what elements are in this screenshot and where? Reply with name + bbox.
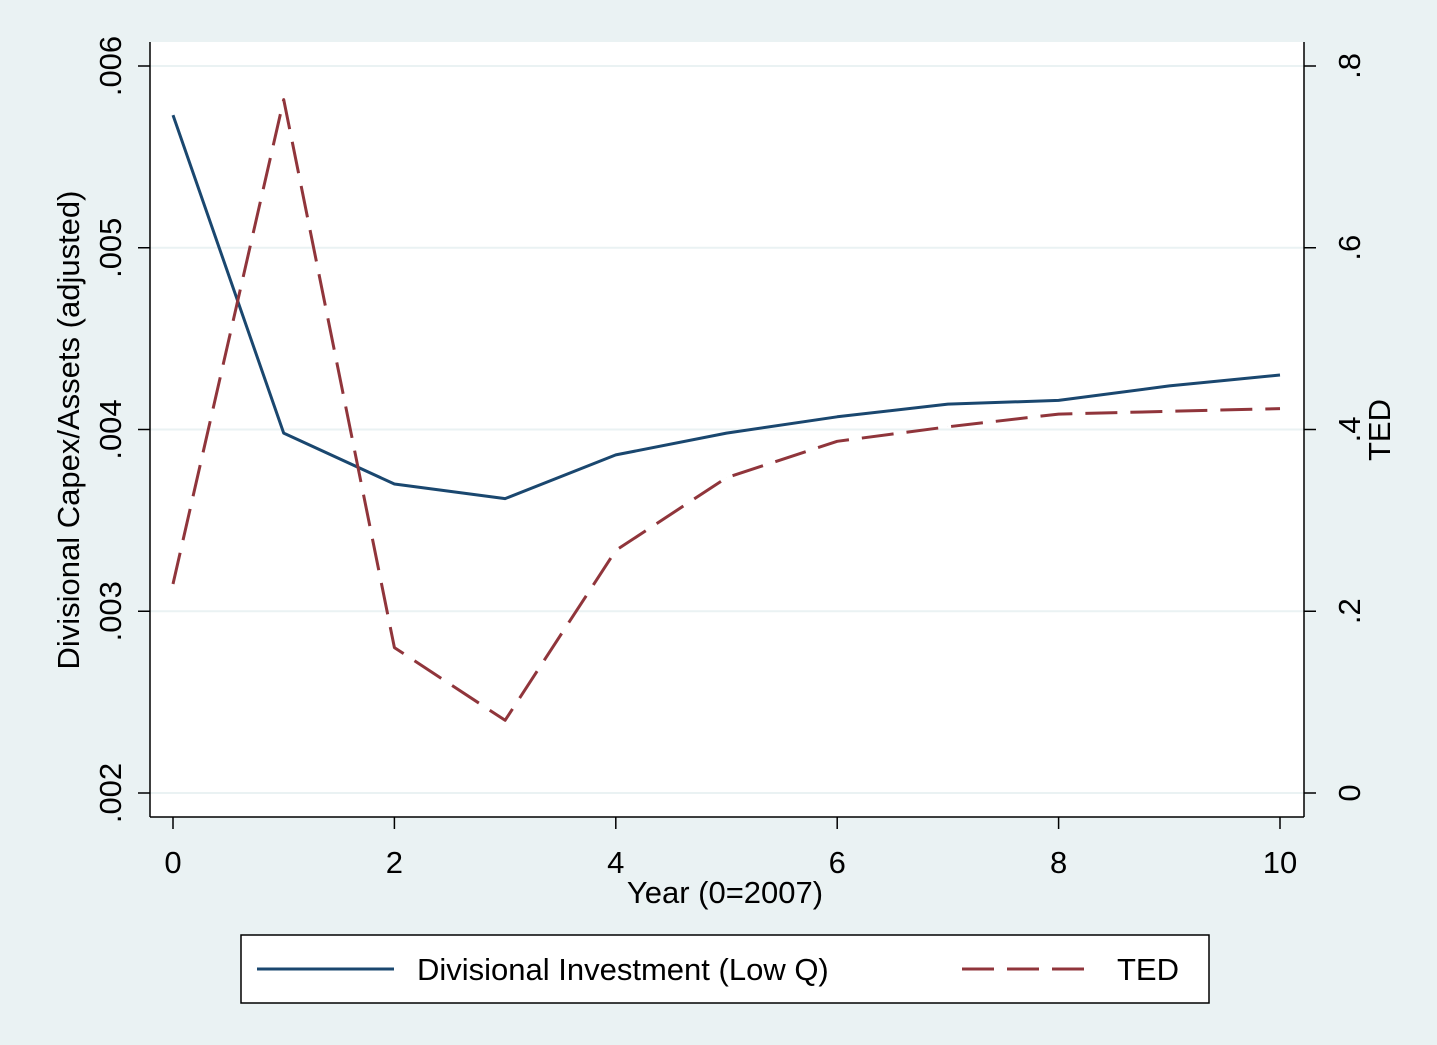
y-left-tick-label-4: .006: [93, 36, 128, 96]
axes: 0 2 4 6 8 10 .002 .003 .004 .005 .006 0 .2 .4 .6 .8: [93, 36, 1367, 880]
x-axis-label: Year (0=2007): [627, 875, 823, 910]
x-tick-label-3: 6: [829, 845, 846, 880]
y-right-tick-label-0: 0: [1332, 784, 1367, 801]
y-right-tick-label-1: .2: [1332, 598, 1367, 624]
y-right-tick-label-2: .4: [1332, 417, 1367, 443]
y-axis-left-label: Divisional Capex/Assets (adjusted): [51, 191, 86, 670]
grid-lines: [150, 65, 1304, 794]
y-axis-right-label: TED: [1362, 399, 1397, 461]
y-left-tick-label-0: .002: [93, 763, 128, 823]
y-right-tick-label-4: .8: [1332, 53, 1367, 79]
x-tick-label-1: 2: [386, 845, 403, 880]
y-left-tick-label-1: .003: [93, 581, 128, 641]
x-tick-label-5: 10: [1263, 845, 1297, 880]
x-tick-label-2: 4: [607, 845, 624, 880]
y-right-tick-label-3: .6: [1332, 235, 1367, 261]
legend-label-divisional-investment: Divisional Investment (Low Q): [417, 952, 829, 987]
x-tick-label-0: 0: [164, 845, 181, 880]
y-left-tick-label-3: .005: [93, 218, 128, 278]
legend-label-ted: TED: [1117, 952, 1179, 987]
x-tick-label-4: 8: [1050, 845, 1067, 880]
series-lines: [171, 98, 1281, 722]
series-line-ted: [171, 98, 1281, 722]
legend-box: [240, 934, 1210, 1004]
legend: Divisional Investment (Low Q) TED: [240, 934, 1210, 1004]
y-left-tick-label-2: .004: [93, 399, 128, 459]
